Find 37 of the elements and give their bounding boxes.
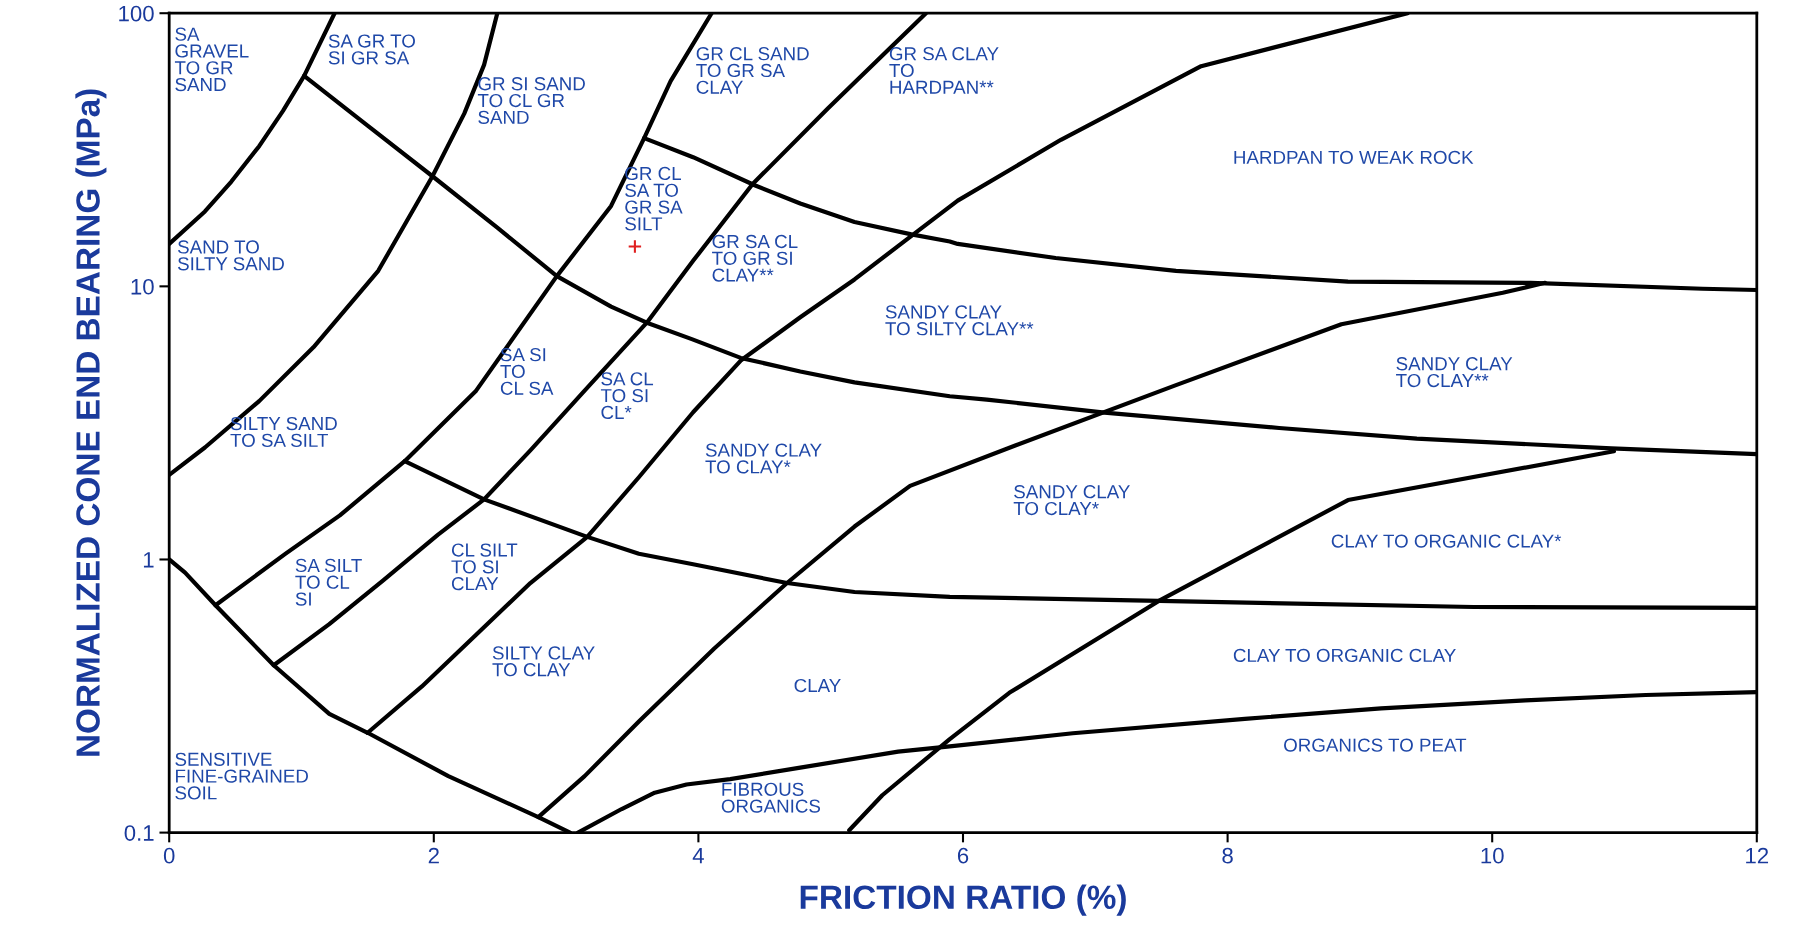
annotation: SENSITIVE FINE-GRAINED SOIL (175, 752, 308, 800)
annotation: SAND TO SILTY SAND (177, 240, 284, 271)
annotation: SA SI TO CL SA (500, 348, 554, 395)
x-tick-label: 2 (428, 847, 439, 864)
annotation: SILTY SAND TO SA SILT (230, 416, 337, 447)
annotation: GR SA CL TO GR SI CLAY** (712, 234, 798, 282)
y-tick-label: 0.1 (124, 825, 154, 841)
annotation: SANDY CLAY TO CLAY* (1013, 485, 1130, 516)
annotation: SANDY CLAY TO CLAY** (1396, 357, 1513, 388)
annotation: SANDY CLAY TO CLAY* (705, 443, 822, 474)
annotation: CLAY (794, 678, 841, 693)
y-tick-label: 10 (131, 278, 154, 295)
annotation: CLAY TO ORGANIC CLAY (1233, 648, 1456, 663)
annotation: CL SILT TO SI CLAY (451, 543, 518, 591)
annotation: SANDY CLAY TO SILTY CLAY** (885, 305, 1034, 336)
y-tick-label: 100 (119, 5, 154, 22)
x-axis-title: FRICTION RATIO (%) (800, 884, 1126, 916)
annotation: FIBROUS ORGANICS (721, 782, 821, 813)
annotation: SA SILT TO CL SI (295, 558, 362, 606)
x-tick-label: 0 (163, 847, 175, 864)
annotation: SA CL TO SI CL* (600, 372, 654, 420)
annotation: HARDPAN TO WEAK ROCK (1234, 150, 1474, 165)
x-tick-label: 4 (692, 848, 704, 864)
y-tick-label: 1 (143, 552, 154, 568)
annotation: GR CL SAND TO GR SA CLAY (696, 47, 809, 94)
annotation: SA GRAVEL TO GR SAND (174, 27, 249, 92)
annotation: GR SA CLAY TO HARDPAN** (889, 47, 999, 94)
y-axis-title: NORMALIZED CONE END BEARING (MPa) (75, 89, 107, 756)
x-tick-label: 8 (1222, 847, 1233, 864)
annotation: SA GR TO SI GR SA (328, 34, 415, 65)
annotation: CLAY TO ORGANIC CLAY* (1331, 534, 1562, 548)
x-tick-label: 12 (1746, 847, 1769, 864)
annotation: SILTY CLAY TO CLAY (492, 646, 595, 677)
x-tick-label: 6 (957, 847, 969, 864)
x-tick-label: 10 (1481, 847, 1504, 864)
annotation: GR SI SAND TO CL GR SAND (477, 77, 585, 124)
annotation: ORGANICS TO PEAT (1284, 738, 1467, 752)
